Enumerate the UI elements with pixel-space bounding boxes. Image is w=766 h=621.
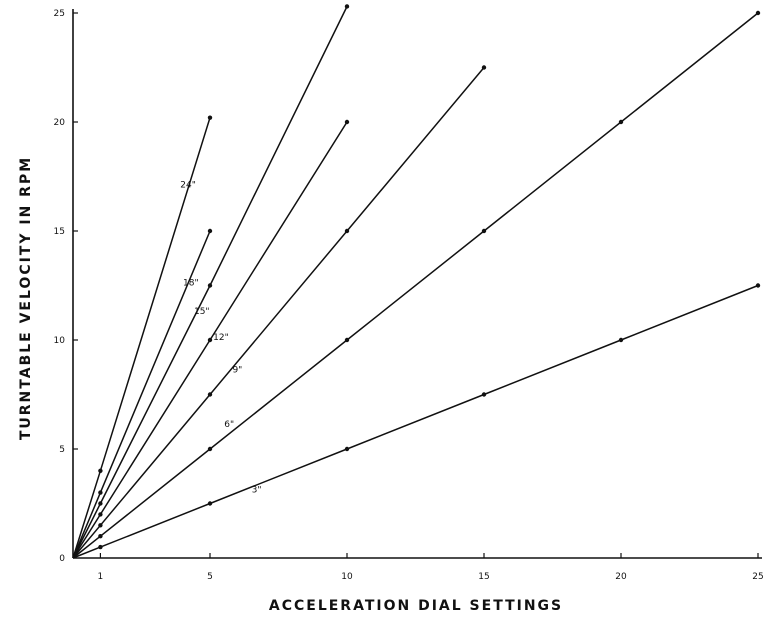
y-tick-label: 25 <box>54 9 65 19</box>
series-label: 3" <box>252 486 262 496</box>
series-label: 18" <box>183 279 199 289</box>
data-point <box>618 119 624 125</box>
x-tick-label: 25 <box>752 572 763 582</box>
data-point <box>98 468 103 473</box>
series-label: 24" <box>180 180 196 190</box>
series-line <box>72 121 348 559</box>
data-point <box>344 228 350 234</box>
data-point <box>344 119 350 125</box>
y-tick-label: 20 <box>54 118 66 128</box>
x-axis-title: ACCELERATION DIAL SETTINGS <box>269 598 563 614</box>
y-tick-label: 5 <box>59 445 65 455</box>
data-point <box>481 392 487 397</box>
series-line <box>72 284 759 559</box>
data-point <box>98 490 103 495</box>
y-tick-label: 0 <box>59 554 65 564</box>
data-point <box>207 228 213 234</box>
data-point <box>98 534 103 539</box>
series-label: 9" <box>232 366 242 376</box>
series-layer <box>72 4 761 559</box>
series-label: 12" <box>213 333 229 343</box>
series-label: 15" <box>194 307 210 317</box>
data-point <box>98 523 103 528</box>
data-point <box>481 228 487 234</box>
y-tick-label: 10 <box>54 336 66 346</box>
labels-layer: 3" 6" 9" 12" 15" 18" 24" <box>180 180 261 495</box>
y-tick-label: 15 <box>54 227 65 237</box>
x-tick-label: 5 <box>207 572 213 582</box>
y-axis-title: TURNTABLE VELOCITY IN RPM <box>18 156 34 440</box>
data-point <box>207 115 213 120</box>
data-point <box>344 446 350 452</box>
data-point <box>207 337 213 343</box>
x-tick-label: 1 <box>98 572 104 582</box>
data-point <box>207 283 213 288</box>
series-label: 6" <box>224 420 234 430</box>
series-line <box>72 12 759 559</box>
data-point <box>344 4 350 9</box>
data-point <box>98 512 103 517</box>
data-point <box>98 501 103 506</box>
data-point <box>207 392 213 397</box>
data-point <box>207 501 213 506</box>
series-line <box>72 6 348 559</box>
data-point <box>618 337 624 343</box>
data-point <box>481 65 487 70</box>
data-point <box>98 544 103 550</box>
x-tick-label: 10 <box>341 572 353 582</box>
data-point <box>207 446 213 452</box>
x-tick-label: 20 <box>615 572 627 582</box>
x-tick-label: 15 <box>478 572 489 582</box>
data-point <box>755 10 761 16</box>
data-point <box>755 283 761 288</box>
data-point <box>344 337 350 343</box>
series-line <box>72 67 485 559</box>
